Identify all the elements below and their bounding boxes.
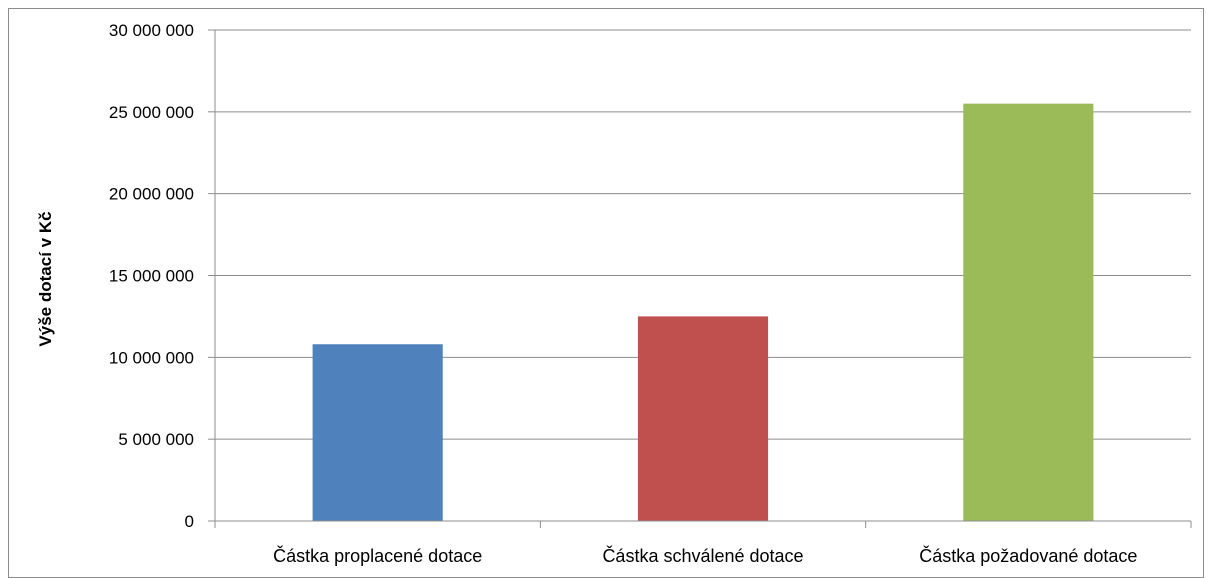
labels: 0 5 000 000 10 000 000 15 000 000 20 000 000… — [109, 21, 1138, 566]
bars — [312, 103, 1094, 522]
y-tick-label: 20 000 000 — [109, 185, 194, 204]
x-tick-label: Částka požadované dotace — [919, 545, 1137, 566]
bar — [963, 103, 1094, 522]
x-tick-label: Částka schválené dotace — [602, 545, 803, 566]
y-tick-label: 25 000 000 — [109, 103, 194, 122]
y-tick-label: 15 000 000 — [109, 267, 194, 286]
bar — [312, 344, 443, 521]
axes — [208, 29, 1192, 528]
y-tick-label: 10 000 000 — [109, 348, 194, 367]
y-tick-label: 30 000 000 — [109, 21, 194, 40]
x-tick-label: Částka proplacené dotace — [273, 545, 482, 566]
y-tick-label: 5 000 000 — [118, 430, 194, 449]
bar — [637, 316, 769, 521]
y-axis-title: Výše dotací v Kč — [36, 211, 55, 346]
y-tick-label: 0 — [185, 512, 194, 531]
